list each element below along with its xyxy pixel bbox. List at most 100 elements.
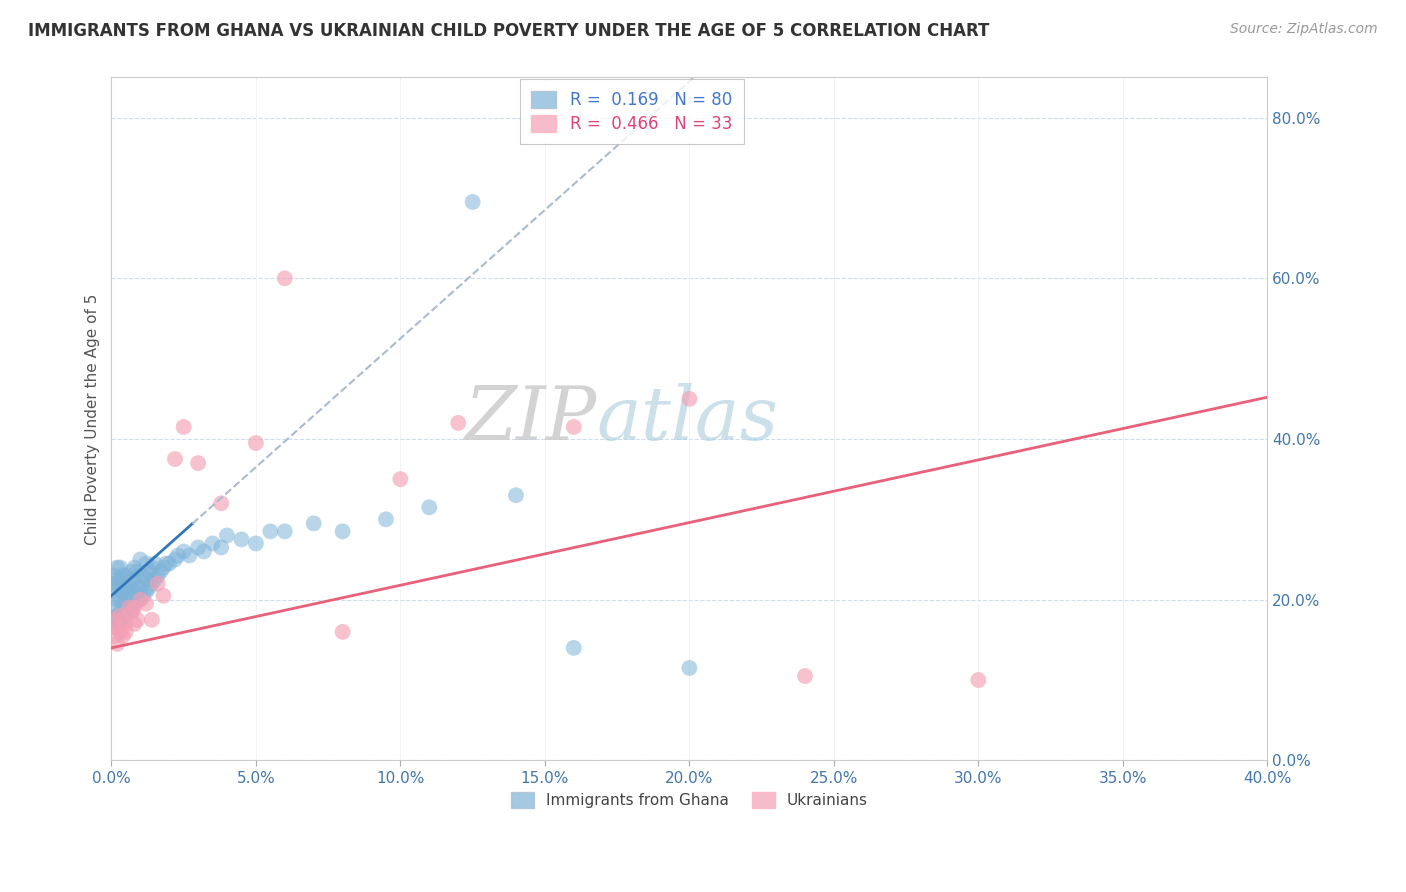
Point — [105, 621, 128, 635]
Point — [138, 565, 160, 579]
Point — [167, 549, 190, 563]
Point — [201, 536, 224, 550]
Point — [121, 592, 143, 607]
Point — [118, 584, 141, 599]
Point — [127, 613, 149, 627]
Point — [143, 557, 166, 571]
Point — [302, 516, 325, 531]
Point — [135, 573, 157, 587]
Point — [155, 557, 177, 571]
Point — [103, 600, 125, 615]
Point — [105, 592, 128, 607]
Point — [124, 584, 146, 599]
Point — [135, 584, 157, 599]
Point — [141, 560, 163, 574]
Point — [105, 608, 128, 623]
Point — [562, 640, 585, 655]
Text: ZIP: ZIP — [464, 383, 598, 455]
Point — [129, 568, 152, 582]
Point — [209, 496, 232, 510]
Point — [121, 605, 143, 619]
Point — [163, 452, 186, 467]
Point — [678, 661, 700, 675]
Point — [418, 500, 440, 515]
Point — [231, 533, 253, 547]
Point — [146, 576, 169, 591]
Point — [111, 568, 134, 582]
Point — [108, 616, 131, 631]
Point — [103, 576, 125, 591]
Point — [129, 592, 152, 607]
Point — [115, 581, 138, 595]
Point — [124, 597, 146, 611]
Point — [274, 524, 297, 539]
Point — [562, 420, 585, 434]
Point — [108, 560, 131, 574]
Point — [215, 528, 238, 542]
Point — [505, 488, 527, 502]
Point — [461, 194, 484, 209]
Point — [163, 552, 186, 566]
Point — [108, 608, 131, 623]
Point — [132, 568, 155, 582]
Y-axis label: Child Poverty Under the Age of 5: Child Poverty Under the Age of 5 — [86, 293, 100, 545]
Point — [245, 536, 267, 550]
Point — [152, 589, 174, 603]
Point — [678, 392, 700, 406]
Point — [141, 576, 163, 591]
Text: IMMIGRANTS FROM GHANA VS UKRAINIAN CHILD POVERTY UNDER THE AGE OF 5 CORRELATION : IMMIGRANTS FROM GHANA VS UKRAINIAN CHILD… — [28, 22, 990, 40]
Point — [108, 605, 131, 619]
Point — [105, 581, 128, 595]
Point — [111, 629, 134, 643]
Point — [447, 416, 470, 430]
Point — [274, 271, 297, 285]
Point — [187, 456, 209, 470]
Point — [108, 624, 131, 639]
Point — [103, 613, 125, 627]
Point — [124, 600, 146, 615]
Point — [149, 565, 172, 579]
Point — [121, 581, 143, 595]
Point — [108, 581, 131, 595]
Point — [115, 608, 138, 623]
Point — [129, 592, 152, 607]
Point — [124, 560, 146, 574]
Point — [127, 592, 149, 607]
Point — [115, 624, 138, 639]
Point — [173, 544, 195, 558]
Point — [108, 573, 131, 587]
Point — [115, 616, 138, 631]
Point — [209, 541, 232, 555]
Point — [121, 605, 143, 619]
Point — [129, 552, 152, 566]
Point — [794, 669, 817, 683]
Point — [259, 524, 281, 539]
Point — [111, 613, 134, 627]
Point — [118, 573, 141, 587]
Point — [103, 629, 125, 643]
Point — [105, 573, 128, 587]
Point — [105, 637, 128, 651]
Point — [141, 613, 163, 627]
Point — [105, 560, 128, 574]
Point — [157, 557, 180, 571]
Text: Source: ZipAtlas.com: Source: ZipAtlas.com — [1230, 22, 1378, 37]
Point — [115, 592, 138, 607]
Point — [187, 541, 209, 555]
Point — [146, 568, 169, 582]
Point — [332, 524, 354, 539]
Point — [121, 565, 143, 579]
Point — [389, 472, 412, 486]
Point — [108, 592, 131, 607]
Legend: Immigrants from Ghana, Ukrainians: Immigrants from Ghana, Ukrainians — [505, 786, 875, 814]
Point — [105, 621, 128, 635]
Point — [118, 600, 141, 615]
Point — [103, 584, 125, 599]
Point — [135, 557, 157, 571]
Point — [143, 573, 166, 587]
Point — [129, 581, 152, 595]
Point — [374, 512, 396, 526]
Point — [111, 613, 134, 627]
Point — [124, 573, 146, 587]
Point — [245, 436, 267, 450]
